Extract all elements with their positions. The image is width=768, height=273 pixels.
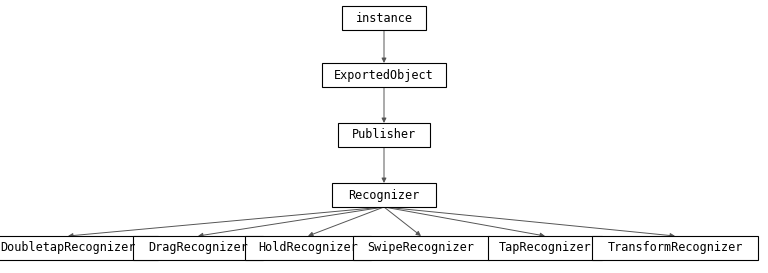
Text: DoubletapRecognizer: DoubletapRecognizer (0, 242, 136, 254)
Bar (488, 236, 602, 260)
Text: Recognizer: Recognizer (349, 188, 419, 201)
Bar (245, 236, 371, 260)
Text: TransformRecognizer: TransformRecognizer (607, 242, 743, 254)
Text: SwipeRecognizer: SwipeRecognizer (368, 242, 475, 254)
Bar (322, 63, 446, 87)
Bar (353, 236, 489, 260)
Text: Publisher: Publisher (352, 129, 416, 141)
Text: instance: instance (356, 11, 412, 25)
Bar (0, 236, 158, 260)
Bar (133, 236, 263, 260)
Bar (338, 123, 430, 147)
Bar (332, 183, 436, 207)
Text: ExportedObject: ExportedObject (334, 69, 434, 82)
Bar (342, 6, 426, 30)
Text: HoldRecognizer: HoldRecognizer (258, 242, 358, 254)
Bar (592, 236, 758, 260)
Text: TapRecognizer: TapRecognizer (498, 242, 591, 254)
Text: DragRecognizer: DragRecognizer (148, 242, 248, 254)
